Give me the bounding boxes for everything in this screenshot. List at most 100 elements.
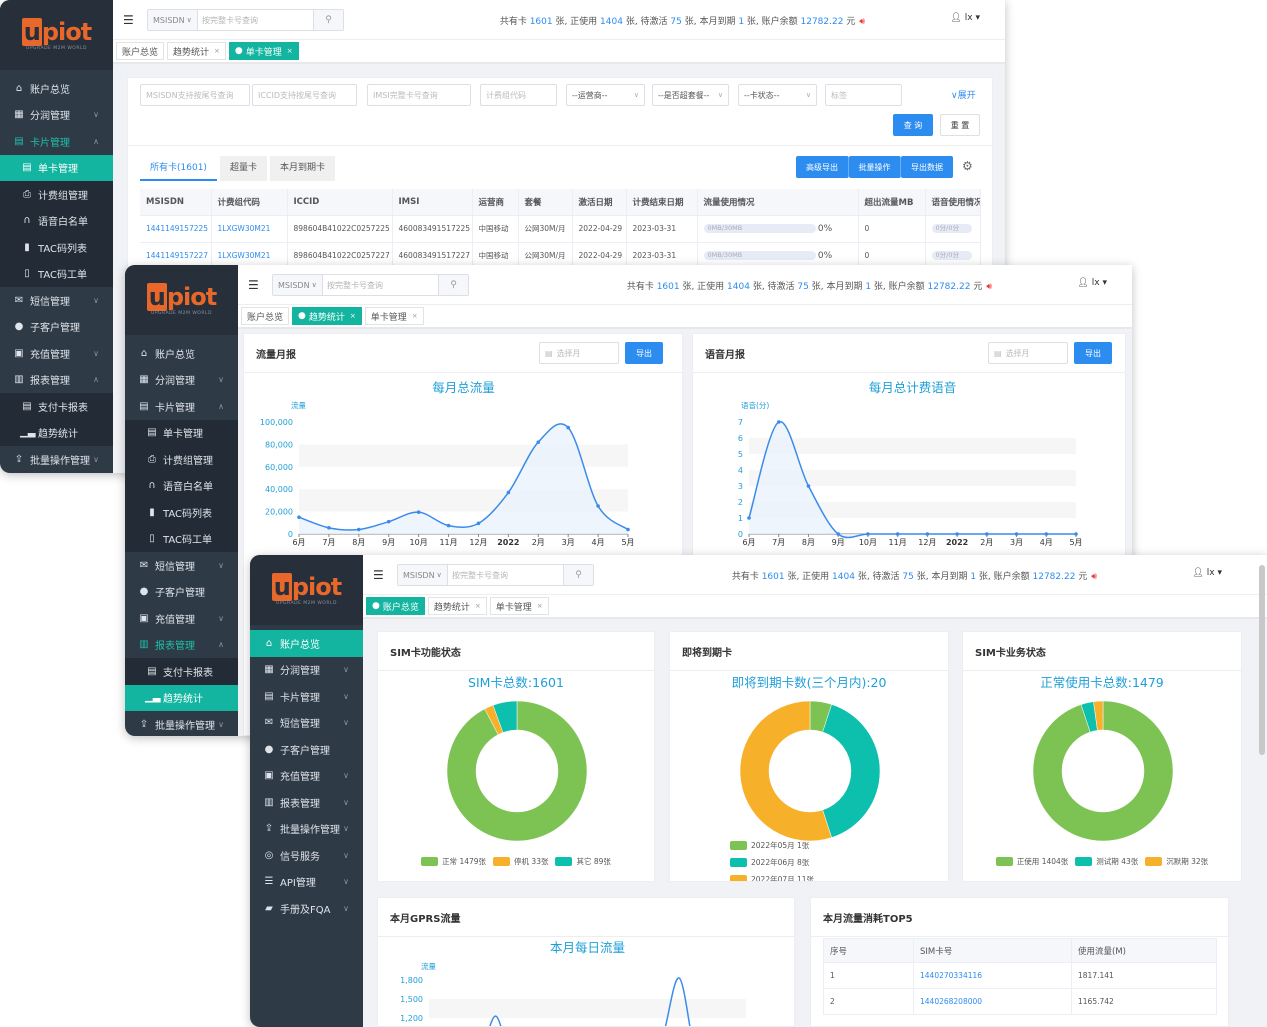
sidebar-item-mail[interactable]: ✉ 短信管理 ∨ bbox=[0, 287, 113, 314]
data-point[interactable] bbox=[925, 532, 930, 536]
speaker-icon[interactable]: 🔊︎ bbox=[986, 282, 992, 292]
logo[interactable]: upiot UPGRADE M2M WORLD bbox=[0, 0, 113, 70]
legend-item[interactable]: 测试期 43张 bbox=[1075, 856, 1138, 867]
search-icon[interactable]: ⚲ bbox=[313, 10, 343, 30]
search-type-select[interactable]: MSISDN ∨ bbox=[273, 275, 323, 295]
export-button[interactable]: 导出 bbox=[1074, 342, 1112, 364]
batch-operation-button[interactable]: 批量操作 bbox=[849, 156, 901, 178]
close-icon[interactable]: × bbox=[411, 312, 418, 320]
card-status-select[interactable]: --卡状态-- ∨ bbox=[738, 84, 817, 106]
search-icon[interactable]: ⚲ bbox=[438, 275, 468, 295]
subtab-expiring[interactable]: 本月到期卡 bbox=[269, 156, 335, 181]
tab-0[interactable]: ● 账户总览 bbox=[366, 597, 425, 615]
sidebar-item-headset[interactable]: ∩ 语音白名单 bbox=[125, 472, 238, 499]
legend-item[interactable]: 2022年06月 8张 bbox=[730, 857, 809, 868]
data-point[interactable] bbox=[985, 532, 989, 536]
tab-1[interactable]: ● 趋势统计 × bbox=[292, 307, 362, 325]
data-point[interactable] bbox=[806, 484, 811, 488]
search-input[interactable]: 按完整卡号查询 bbox=[448, 565, 563, 585]
sidebar-item-manual[interactable]: ▰ 手册及FQA ∨ bbox=[250, 895, 363, 922]
billing-group-input[interactable]: 计费组代码 bbox=[480, 84, 557, 106]
tab-2[interactable]: ● 单卡管理 × bbox=[228, 42, 299, 60]
sidebar-item-card[interactable]: ▤ 卡片管理 ∧ bbox=[125, 393, 238, 420]
data-point[interactable] bbox=[895, 532, 900, 536]
data-point[interactable] bbox=[776, 420, 781, 424]
menu-toggle-icon[interactable]: ☰ bbox=[123, 13, 134, 27]
sidebar-item-home[interactable]: ⌂ 账户总览 bbox=[250, 630, 363, 657]
sidebar-item-recharge[interactable]: ▣ 充值管理 ∨ bbox=[125, 605, 238, 632]
msisdn-link[interactable]: 1441149157227 bbox=[140, 242, 212, 270]
sidebar-item-grid[interactable]: ▦ 分润管理 ∨ bbox=[250, 657, 363, 684]
data-point[interactable] bbox=[446, 523, 451, 528]
legend-item[interactable]: 2022年07月 11张 bbox=[730, 874, 814, 881]
donut-slice[interactable] bbox=[492, 700, 518, 733]
imsi-filter-input[interactable]: IMSI完整卡号查询 bbox=[367, 84, 471, 106]
data-point[interactable] bbox=[416, 510, 421, 514]
sidebar-item-home[interactable]: ⌂ 账户总览 bbox=[125, 340, 238, 367]
close-icon[interactable]: × bbox=[214, 47, 220, 55]
data-point[interactable] bbox=[536, 440, 541, 444]
tab-2[interactable]: 单卡管理 × bbox=[489, 597, 549, 615]
data-point[interactable] bbox=[1074, 532, 1078, 536]
logo[interactable]: upiot UPGRADE M2M WORLD bbox=[250, 555, 363, 625]
sidebar-item-mail[interactable]: ✉ 短信管理 ∨ bbox=[125, 552, 238, 579]
data-point[interactable] bbox=[866, 532, 870, 536]
sidebar-item-report[interactable]: ▥ 报表管理 ∧ bbox=[125, 632, 238, 659]
sim-link[interactable]: 1440268208000 bbox=[913, 988, 1072, 1015]
subtab-over-quota[interactable]: 超量卡 bbox=[219, 156, 267, 181]
data-point[interactable] bbox=[506, 490, 511, 495]
sidebar-item-upload[interactable]: ⇪ 批量操作管理 ∨ bbox=[125, 711, 238, 736]
legend-item[interactable]: 2022年05月 1张 bbox=[730, 840, 809, 851]
subtab-all-cards[interactable]: 所有卡(1601) bbox=[140, 156, 217, 181]
sidebar-item-user[interactable]: ● 子客户管理 bbox=[250, 736, 363, 763]
sidebar-item-bar-chart[interactable]: ▁▃ 趋势统计 bbox=[0, 419, 113, 446]
tab-0[interactable]: 账户总览 bbox=[241, 307, 290, 325]
sidebar-item-doc[interactable]: ▯ TAC码工单 bbox=[0, 260, 113, 287]
sidebar-item-card[interactable]: ▤ 卡片管理 ∧ bbox=[0, 128, 113, 155]
data-point[interactable] bbox=[566, 425, 570, 430]
month-picker[interactable]: ▤ 选择月 bbox=[988, 342, 1068, 364]
gear-icon[interactable]: ⚙ bbox=[962, 159, 973, 173]
sidebar-item-upload[interactable]: ⇪ 批量操作管理 ∨ bbox=[0, 446, 113, 473]
legend-item[interactable]: 其它 89张 bbox=[555, 856, 611, 867]
speaker-icon[interactable]: 🔊︎ bbox=[859, 17, 865, 27]
legend-item[interactable]: 正使用 1404张 bbox=[995, 856, 1068, 867]
tab-1[interactable]: 趋势统计 × bbox=[427, 597, 487, 615]
sidebar-item-user[interactable]: ● 子客户管理 bbox=[125, 579, 238, 606]
advanced-export-button[interactable]: 高级导出 bbox=[796, 156, 849, 178]
iccid-filter-input[interactable]: ICCID支持按尾号查询 bbox=[252, 84, 357, 106]
donut-slice[interactable] bbox=[1093, 700, 1104, 731]
billing-group-link[interactable]: 1LXGW30M21 bbox=[211, 242, 288, 270]
data-point[interactable] bbox=[747, 516, 751, 520]
sidebar-item-headset[interactable]: ∩ 语音白名单 bbox=[0, 207, 113, 234]
close-icon[interactable]: × bbox=[349, 312, 356, 320]
sidebar-item-clipboard[interactable]: ▮ TAC码列表 bbox=[0, 234, 113, 261]
user-menu[interactable]: 👤︎ lx ▾ bbox=[1077, 278, 1107, 288]
sidebar-item-home[interactable]: ⌂ 账户总览 bbox=[0, 75, 113, 102]
msisdn-link[interactable]: 1441149157225 bbox=[140, 215, 212, 243]
legend-item[interactable]: 停机 33张 bbox=[493, 856, 548, 867]
data-point[interactable] bbox=[297, 515, 301, 519]
billing-group-link[interactable]: 1LXGW30M21 bbox=[211, 215, 288, 243]
close-icon[interactable]: × bbox=[536, 602, 543, 610]
sidebar-item-grid[interactable]: ▦ 分润管理 ∨ bbox=[0, 102, 113, 129]
sidebar-item-card[interactable]: ▤ 单卡管理 bbox=[0, 154, 113, 181]
search-input[interactable]: 按完整卡号查询 bbox=[323, 275, 438, 295]
tab-1[interactable]: 趋势统计 × bbox=[167, 42, 226, 60]
legend-item[interactable]: 沉默期 32张 bbox=[1145, 856, 1208, 867]
tab-2[interactable]: 单卡管理 × bbox=[364, 307, 424, 325]
sidebar-item-signal[interactable]: ◎ 信号服务 ∨ bbox=[250, 842, 363, 869]
close-icon[interactable]: × bbox=[286, 47, 293, 55]
data-point[interactable] bbox=[836, 532, 840, 536]
donut-slice[interactable] bbox=[739, 700, 832, 842]
sidebar-item-card[interactable]: ▤ 卡片管理 ∨ bbox=[250, 683, 363, 710]
menu-toggle-icon[interactable]: ☰ bbox=[248, 278, 259, 292]
data-point[interactable] bbox=[955, 532, 959, 536]
data-point[interactable] bbox=[476, 521, 481, 526]
data-point[interactable] bbox=[626, 527, 630, 532]
data-point[interactable] bbox=[327, 526, 331, 530]
sim-link[interactable]: 1440270334116 bbox=[913, 962, 1072, 989]
donut-slice[interactable] bbox=[822, 704, 881, 838]
reset-button[interactable]: 重 置 bbox=[940, 114, 980, 136]
data-point[interactable] bbox=[1014, 532, 1019, 536]
